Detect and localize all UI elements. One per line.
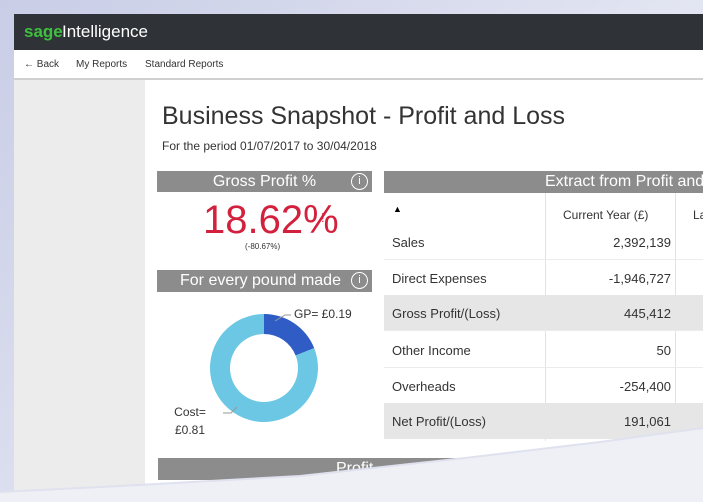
cell-label: Direct Expenses — [392, 271, 487, 286]
cell-label: Other Income — [392, 343, 471, 358]
brand-suffix: Intelligence — [62, 22, 149, 41]
segment-label: £0.81 — [175, 423, 205, 437]
row-divider — [384, 330, 703, 331]
back-link[interactable]: ← Back — [24, 59, 60, 70]
column-header: Current Year (£) — [563, 208, 649, 222]
kpi-change: (-80.67%) — [245, 242, 281, 251]
table-row: Gross Profit/(Loss) 445,412 — [384, 295, 703, 331]
donut-chart: GP= £0.19 Cost= £0.81 — [174, 307, 352, 437]
segment-label: Cost= — [174, 405, 206, 419]
cell-value: 50 — [656, 343, 671, 358]
report-subtitle: For the period 01/07/2017 to 30/04/2018 — [162, 139, 377, 153]
table-row: Direct Expenses -1,946,727 — [384, 260, 703, 296]
brand-prefix: sage — [24, 22, 63, 41]
leader-line — [223, 406, 238, 414]
cell-value: 2,392,139 — [613, 235, 671, 250]
table-panel: Extract from Profit and ▲ Current Year (… — [384, 171, 703, 441]
sort-icon[interactable]: ▲ — [393, 204, 402, 214]
panel-header: Gross Profit % i — [157, 171, 372, 192]
panel-title: Extract from Profit and — [545, 173, 703, 190]
panel-title: Gross Profit % — [212, 173, 317, 190]
cell-value: 445,412 — [624, 306, 671, 321]
nav-link[interactable]: Standard Reports — [145, 59, 224, 70]
side-panel — [14, 80, 145, 502]
segment-label: GP= £0.19 — [294, 307, 352, 321]
table-row: Net Profit/(Loss) 191,061 — [384, 403, 703, 439]
info-icon[interactable]: i — [351, 272, 368, 289]
table-row: Overheads -254,400 — [384, 368, 703, 404]
table-row: Sales 2,392,139 — [384, 224, 703, 260]
app-header: sage Intelligence — [14, 14, 703, 50]
column-header: La — [693, 208, 703, 222]
cell-value: -254,400 — [619, 379, 671, 394]
cell-label: Gross Profit/(Loss) — [392, 306, 501, 321]
panel-header: For every pound made i — [157, 270, 372, 292]
panel-header: Extract from Profit and — [384, 171, 703, 193]
cell-label: Sales — [392, 235, 425, 250]
cell-label: Net Profit/(Loss) — [392, 414, 486, 429]
cell-value: 191,061 — [624, 414, 671, 429]
kpi-flag: ! — [321, 210, 325, 225]
kpi-value: 18.62% — [203, 198, 339, 242]
leader-line — [274, 314, 291, 322]
cell-value: -1,946,727 — [608, 271, 671, 286]
nav-link[interactable]: My Reports — [76, 59, 128, 70]
table-row: Other Income 50 — [384, 332, 703, 368]
panel-title: For every pound made — [180, 272, 341, 289]
info-icon[interactable]: i — [351, 173, 368, 190]
report-title: Business Snapshot - Profit and Loss — [162, 102, 566, 130]
donut-segment — [210, 314, 318, 422]
donut-segment — [264, 314, 315, 356]
row-divider — [384, 259, 703, 260]
cell-label: Overheads — [392, 379, 456, 394]
row-divider — [384, 367, 703, 368]
nav-bar: ← Back My Reports Standard Reports — [14, 50, 703, 80]
